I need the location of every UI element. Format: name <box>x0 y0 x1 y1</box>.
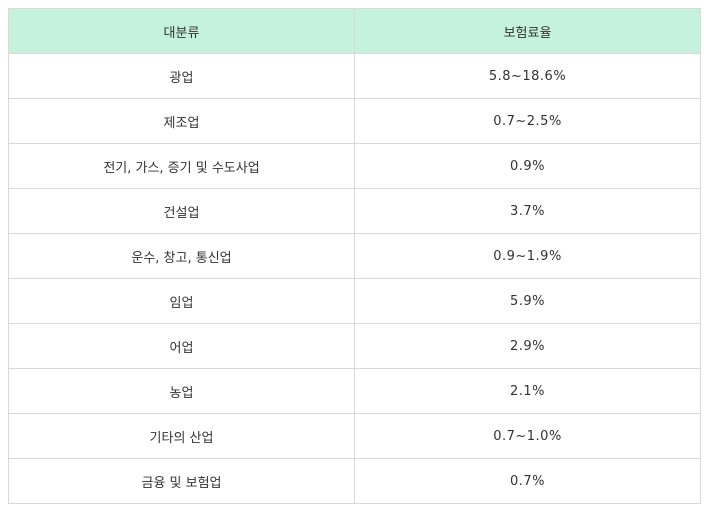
row-rate: 2.9% <box>354 323 701 369</box>
header-category: 대분류 <box>8 8 355 54</box>
table-row: 광업 5.8~18.6% <box>8 53 701 99</box>
row-rate: 0.7~2.5% <box>354 98 701 144</box>
row-category: 기타의 산업 <box>8 413 355 459</box>
table-row: 제조업 0.7~2.5% <box>8 98 701 144</box>
row-rate: 5.8~18.6% <box>354 53 701 99</box>
row-category: 농업 <box>8 368 355 414</box>
row-category: 금융 및 보험업 <box>8 458 355 504</box>
table-row: 건설업 3.7% <box>8 188 701 234</box>
row-category: 임업 <box>8 278 355 324</box>
table-row: 농업 2.1% <box>8 368 701 414</box>
table-row: 운수, 창고, 통신업 0.9~1.9% <box>8 233 701 279</box>
row-category: 제조업 <box>8 98 355 144</box>
insurance-rate-table: 대분류 보험료율 광업 5.8~18.6% 제조업 0.7~2.5% 전기, 가… <box>8 8 701 504</box>
table-row: 기타의 산업 0.7~1.0% <box>8 413 701 459</box>
insurance-rate-table-container: 대분류 보험료율 광업 5.8~18.6% 제조업 0.7~2.5% 전기, 가… <box>8 8 701 504</box>
row-category: 전기, 가스, 증기 및 수도사업 <box>8 143 355 189</box>
row-rate: 3.7% <box>354 188 701 234</box>
table-row: 어업 2.9% <box>8 323 701 369</box>
row-rate: 0.7% <box>354 458 701 504</box>
row-rate: 0.9% <box>354 143 701 189</box>
row-rate: 2.1% <box>354 368 701 414</box>
row-rate: 5.9% <box>354 278 701 324</box>
row-category: 운수, 창고, 통신업 <box>8 233 355 279</box>
table-header-row: 대분류 보험료율 <box>8 8 701 54</box>
table-row: 전기, 가스, 증기 및 수도사업 0.9% <box>8 143 701 189</box>
row-category: 어업 <box>8 323 355 369</box>
table-row: 금융 및 보험업 0.7% <box>8 458 701 504</box>
row-category: 광업 <box>8 53 355 99</box>
table-row: 임업 5.9% <box>8 278 701 324</box>
row-rate: 0.9~1.9% <box>354 233 701 279</box>
header-rate: 보험료율 <box>354 8 701 54</box>
row-category: 건설업 <box>8 188 355 234</box>
row-rate: 0.7~1.0% <box>354 413 701 459</box>
